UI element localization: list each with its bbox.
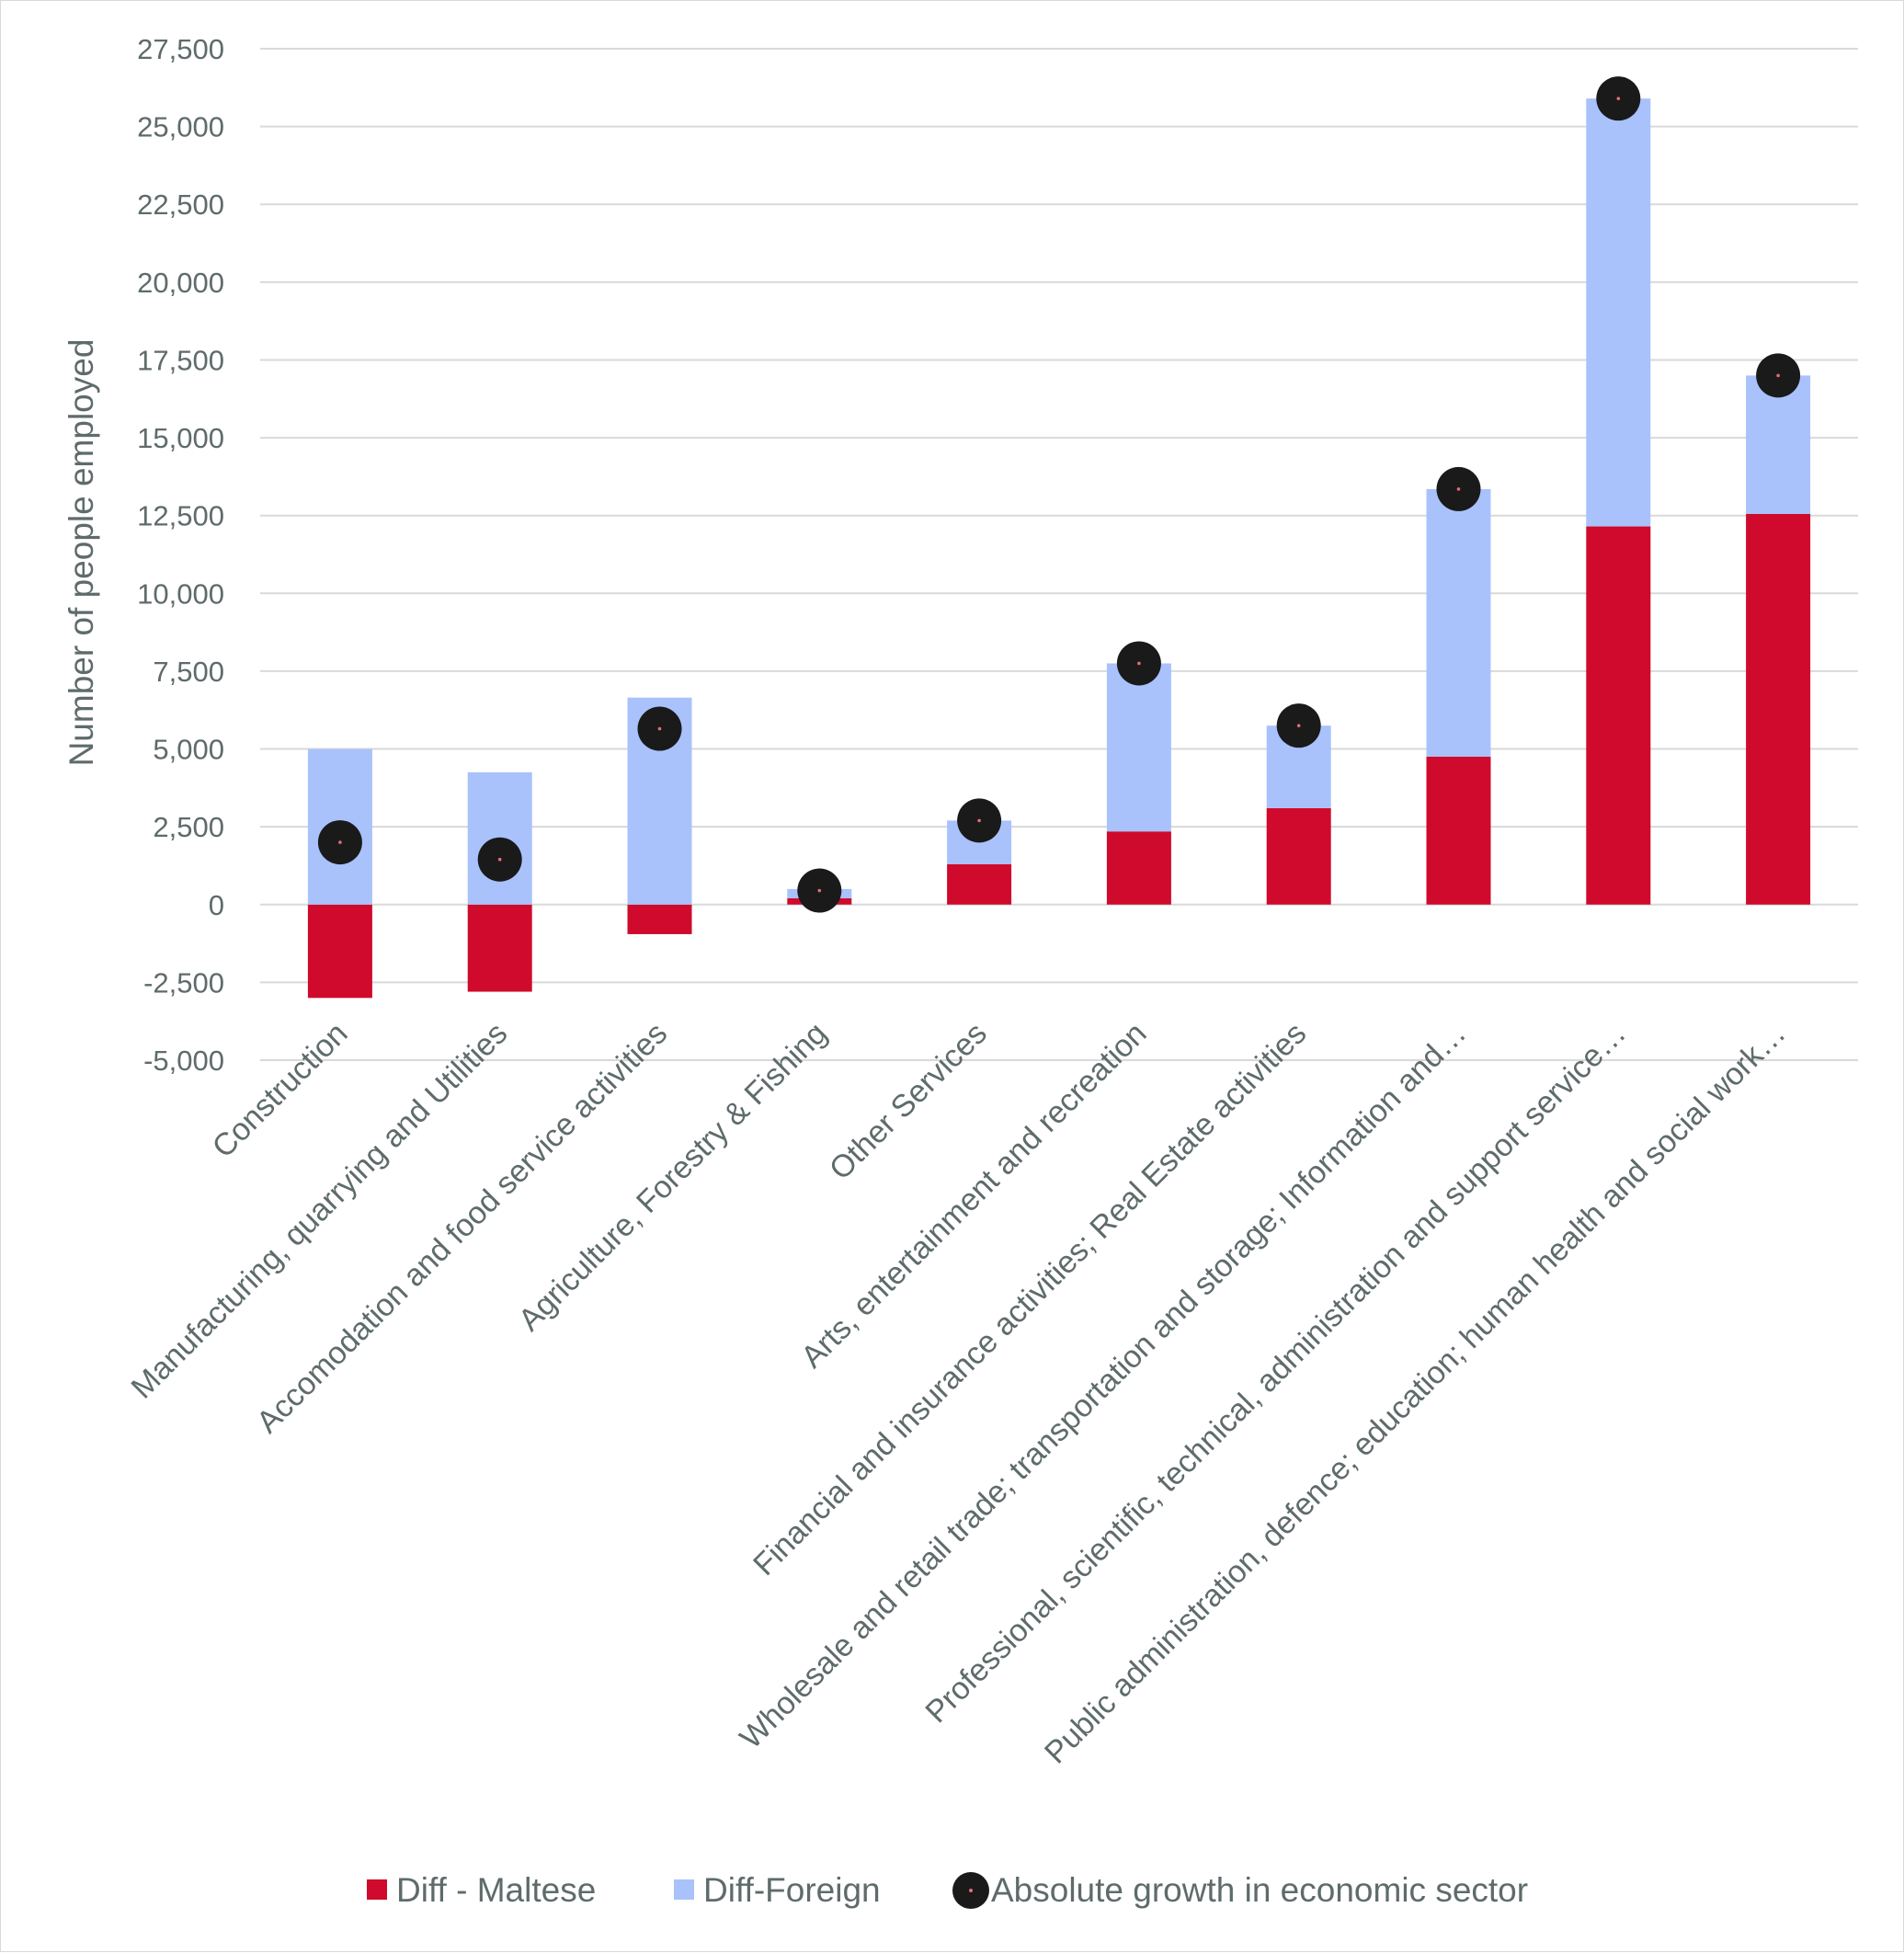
- legend-marker-growth-center: [969, 1889, 973, 1892]
- y-tick-label: 15,000: [137, 422, 224, 454]
- x-category-label: Construction: [206, 1016, 355, 1165]
- bar-maltese: [1586, 526, 1651, 905]
- y-tick-label: 7,500: [153, 656, 224, 688]
- legend-label-growth: Absolute growth in economic sector: [991, 1871, 1528, 1909]
- bar-maltese: [467, 904, 532, 992]
- growth-marker-center: [1137, 661, 1141, 666]
- y-axis-title: Number of people employed: [63, 339, 100, 767]
- bar-foreign: [1746, 375, 1811, 514]
- legend-item-growth: Absolute growth in economic sector: [952, 1871, 1528, 1909]
- bar-maltese: [307, 904, 372, 999]
- x-category-label: Agriculture, Forestry & Fishing: [512, 1016, 834, 1338]
- legend: Diff - Maltese Diff-Foreign Absolute gro…: [367, 1871, 1528, 1909]
- growth-marker-center: [1616, 97, 1621, 100]
- legend-swatch-maltese: [367, 1879, 387, 1900]
- growth-marker-center: [1456, 487, 1461, 491]
- bars: [307, 98, 1811, 999]
- growth-marker-center: [1296, 724, 1301, 727]
- bar-maltese: [1746, 514, 1811, 905]
- x-category-label: Public administration, defence; educatio…: [1038, 1016, 1793, 1771]
- growth-markers: [317, 76, 1801, 913]
- x-category-label: Financial and insurance activities; Real…: [747, 1016, 1313, 1582]
- growth-marker-center: [817, 888, 822, 893]
- y-tick-label: -2,500: [143, 966, 224, 999]
- x-category-label: Wholesale and retail trade; transportati…: [733, 1016, 1473, 1756]
- legend-label-foreign: Diff-Foreign: [703, 1871, 881, 1909]
- y-tick-label: 0: [209, 889, 224, 921]
- legend-label-maltese: Diff - Maltese: [396, 1871, 596, 1909]
- y-tick-label: 20,000: [137, 267, 224, 299]
- y-tick-label: -5,000: [143, 1045, 224, 1077]
- y-tick-label: 12,500: [137, 500, 224, 532]
- x-category-label: Other Services: [823, 1016, 994, 1187]
- y-tick-label: 10,000: [137, 577, 224, 610]
- growth-marker-center: [657, 726, 662, 731]
- bar-maltese: [947, 863, 1012, 905]
- y-tick-label: 17,500: [137, 344, 224, 376]
- growth-marker-center: [977, 818, 981, 823]
- y-tick-label: 5,000: [153, 734, 224, 766]
- y-tick-label: 2,500: [153, 811, 224, 843]
- bar-maltese: [1266, 807, 1331, 905]
- y-tick-label: 25,000: [137, 111, 224, 143]
- bar-foreign: [1106, 663, 1171, 832]
- y-tick-label: 22,500: [137, 188, 224, 221]
- bar-maltese: [1106, 831, 1171, 905]
- growth-marker-center: [1776, 373, 1780, 378]
- growth-marker-center: [497, 857, 502, 862]
- x-category-label: Arts, entertainment and recreation: [794, 1016, 1153, 1375]
- bar-maltese: [627, 904, 692, 934]
- bar-foreign: [1426, 488, 1491, 757]
- growth-marker-center: [338, 840, 342, 844]
- legend-item-maltese: Diff - Maltese: [367, 1871, 596, 1909]
- bar-maltese: [1426, 757, 1491, 905]
- legend-swatch-foreign: [674, 1879, 694, 1900]
- y-axis-ticks: -5,000 -2,500 0 2,500 5,000 7,500 10,000 12,500…: [137, 33, 224, 1077]
- bar-foreign: [1586, 98, 1651, 527]
- legend-item-foreign: Diff-Foreign: [674, 1871, 881, 1909]
- y-tick-label: 27,500: [137, 33, 224, 65]
